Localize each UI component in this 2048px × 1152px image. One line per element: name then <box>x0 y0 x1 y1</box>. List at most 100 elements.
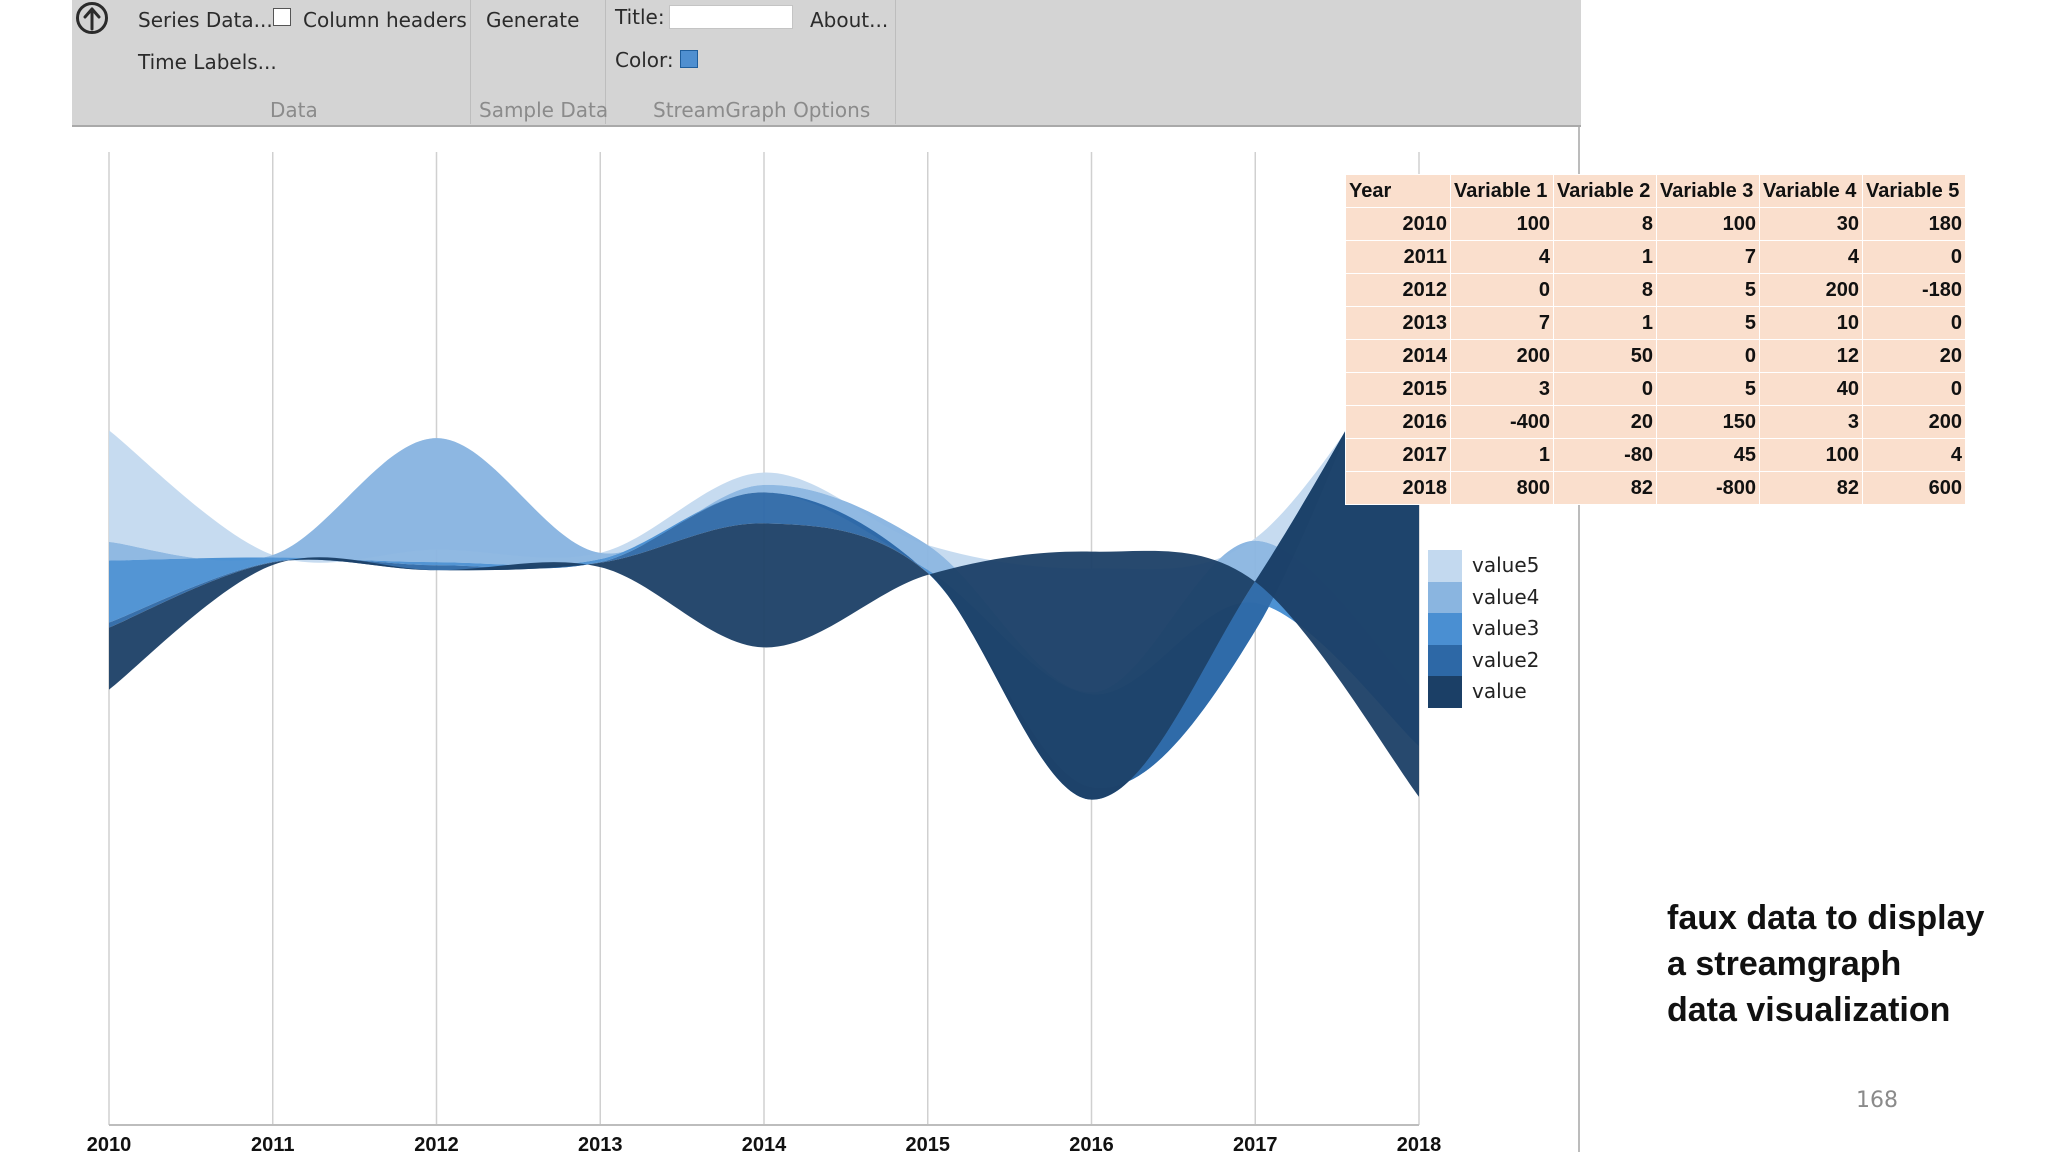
table-row: 2011 4 1 7 4 0 <box>1345 240 1966 274</box>
table-cell: 5 <box>1656 273 1760 307</box>
table-cell: -800 <box>1656 471 1760 505</box>
legend-label: value5 <box>1472 553 1540 577</box>
table-row: 2018 800 82 -800 82 600 <box>1345 471 1966 505</box>
about-button[interactable]: About... <box>810 8 889 32</box>
table-header-cell: Variable 1 <box>1450 174 1554 208</box>
table-cell: 20 <box>1862 339 1966 373</box>
stream-layers <box>109 250 1419 800</box>
color-swatch[interactable] <box>680 50 698 68</box>
legend-label: value3 <box>1472 616 1540 640</box>
table-cell: 180 <box>1862 207 1966 241</box>
caption-line: a streamgraph <box>1667 945 1902 983</box>
table-header-cell: Variable 4 <box>1759 174 1863 208</box>
stream-layer-value <box>109 300 1419 800</box>
table-cell: 45 <box>1656 438 1760 472</box>
series-data-button[interactable]: Series Data... <box>138 8 273 32</box>
data-table: Year Variable 1 Variable 2 Variable 3 Variab… <box>1345 174 1966 505</box>
table-cell: 8 <box>1553 273 1657 307</box>
table-cell: 4 <box>1450 240 1554 274</box>
legend-swatch <box>1428 644 1462 676</box>
table-body: 2010 100 8 100 30 180 2011 4 1 7 4 0 2012 0 8 5 200 -180 2… <box>1345 207 1966 505</box>
title-label: Title: <box>615 5 665 29</box>
table-cell: 3 <box>1450 372 1554 406</box>
table-cell: 40 <box>1759 372 1863 406</box>
caption-line: faux data to display <box>1667 899 1985 937</box>
group-label-sample-data: Sample Data <box>479 98 609 122</box>
ribbon-toolbar: Series Data... Column headers Time Label… <box>72 0 1581 127</box>
table-cell: 600 <box>1862 471 1966 505</box>
legend-swatch <box>1428 676 1462 708</box>
table-header-cell: Variable 2 <box>1553 174 1657 208</box>
group-separator <box>605 0 606 124</box>
table-row: 2010 100 8 100 30 180 <box>1345 207 1966 241</box>
table-cell: 50 <box>1553 339 1657 373</box>
table-cell: 1 <box>1450 438 1554 472</box>
table-cell: 0 <box>1450 273 1554 307</box>
table-cell: 0 <box>1862 240 1966 274</box>
up-arrow-button[interactable] <box>76 2 108 34</box>
x-tick-label: 2015 <box>906 1134 951 1152</box>
table-cell: 2018 <box>1345 471 1451 505</box>
table-header-cell: Variable 5 <box>1862 174 1966 208</box>
table-cell: 800 <box>1450 471 1554 505</box>
table-header-cell: Variable 3 <box>1656 174 1760 208</box>
column-headers-checkbox[interactable] <box>273 8 291 26</box>
x-tick-label: 2016 <box>1069 1134 1114 1152</box>
table-cell: 10 <box>1759 306 1863 340</box>
stream-layer-value4 <box>109 438 1419 746</box>
legend-swatch <box>1428 581 1462 613</box>
table-cell: 82 <box>1759 471 1863 505</box>
table-cell: -400 <box>1450 405 1554 439</box>
table-cell: 5 <box>1656 372 1760 406</box>
table-cell: 2014 <box>1345 339 1451 373</box>
table-cell: 150 <box>1656 405 1760 439</box>
table-cell: 7 <box>1656 240 1760 274</box>
table-cell: 200 <box>1759 273 1863 307</box>
table-header-row: Year Variable 1 Variable 2 Variable 3 Variab… <box>1345 174 1966 208</box>
group-separator <box>470 0 471 124</box>
table-cell: 0 <box>1862 372 1966 406</box>
table-cell: 2012 <box>1345 273 1451 307</box>
table-cell: 82 <box>1553 471 1657 505</box>
table-cell: 200 <box>1862 405 1966 439</box>
table-cell: 20 <box>1553 405 1657 439</box>
title-input[interactable] <box>669 5 793 29</box>
table-row: 2014 200 50 0 12 20 <box>1345 339 1966 373</box>
time-labels-button[interactable]: Time Labels... <box>138 50 277 74</box>
table-cell: 0 <box>1553 372 1657 406</box>
legend-label: value4 <box>1472 584 1540 609</box>
group-label-data: Data <box>270 98 318 122</box>
table-cell: 100 <box>1656 207 1760 241</box>
table-cell: 5 <box>1656 306 1760 340</box>
table-cell: 4 <box>1759 240 1863 274</box>
color-label: Color: <box>615 48 674 72</box>
table-cell: 1 <box>1553 306 1657 340</box>
table-cell: 100 <box>1450 207 1554 241</box>
table-cell: 1 <box>1553 240 1657 274</box>
table-cell: 2017 <box>1345 438 1451 472</box>
group-separator <box>895 0 896 124</box>
table-cell: 2011 <box>1345 240 1451 274</box>
page-number: 168 <box>1856 1088 1898 1113</box>
caption-line: data visualization <box>1667 991 1951 1029</box>
x-tick-label: 2011 <box>251 1134 294 1152</box>
table-cell: 30 <box>1759 207 1863 241</box>
table-cell: 2013 <box>1345 306 1451 340</box>
table-cell: 200 <box>1450 339 1554 373</box>
table-cell: 3 <box>1759 405 1863 439</box>
table-cell: 7 <box>1450 306 1554 340</box>
table-cell: -80 <box>1553 438 1657 472</box>
plot-frame <box>72 127 1580 1152</box>
group-label-streamgraph-options: StreamGraph Options <box>653 98 871 122</box>
table-cell: 2015 <box>1345 372 1451 406</box>
x-tick-label: 2018 <box>1397 1134 1442 1152</box>
up-arrow-icon <box>83 7 101 31</box>
generate-button[interactable]: Generate <box>486 8 580 32</box>
x-tick-label: 2013 <box>578 1134 623 1152</box>
x-tick-label: 2012 <box>414 1134 459 1152</box>
legend-swatch <box>1428 613 1462 645</box>
table-cell: 2016 <box>1345 405 1451 439</box>
table-cell: 4 <box>1862 438 1966 472</box>
x-tick-label: 2014 <box>742 1134 787 1152</box>
x-axis-ticks: 2010 2011 2012 2013 2014 2015 2016 2017 2018 <box>87 1134 1442 1152</box>
